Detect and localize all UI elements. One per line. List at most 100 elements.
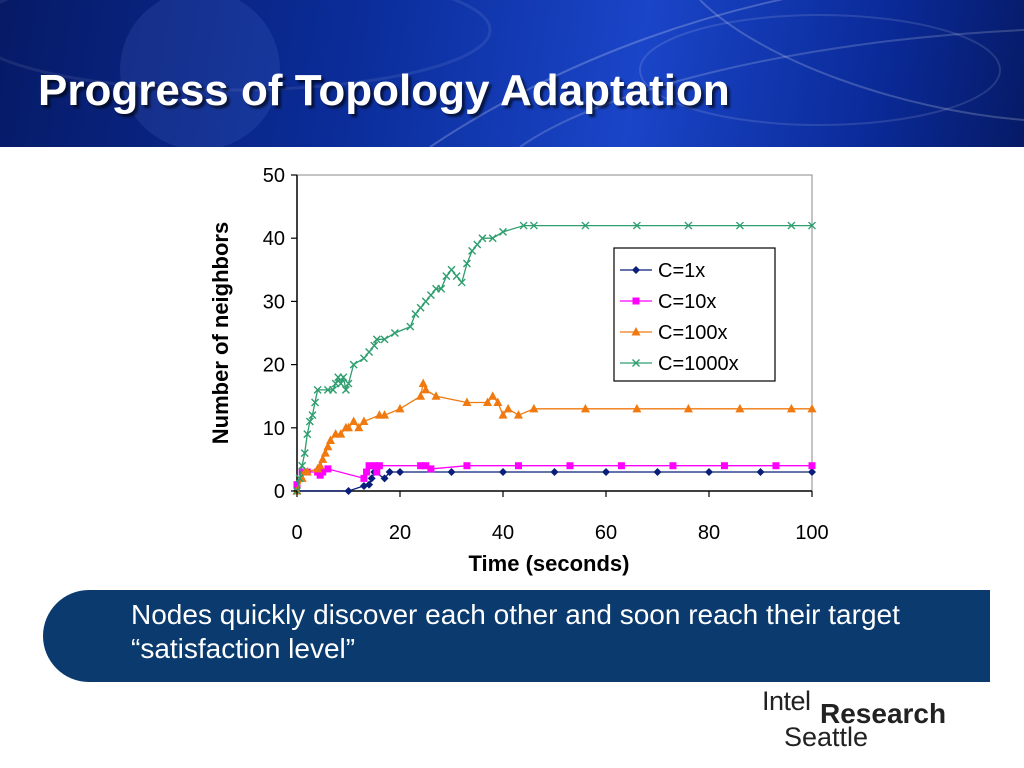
data-point — [390, 329, 399, 337]
data-point — [786, 403, 796, 413]
data-point — [417, 462, 425, 470]
data-point — [653, 468, 662, 477]
data-point — [550, 468, 559, 477]
callout-text: Nodes quickly discover each other and so… — [131, 599, 900, 664]
data-point — [422, 462, 430, 470]
logo-seattle: Seattle — [784, 722, 869, 752]
data-point — [380, 474, 389, 483]
data-point — [580, 403, 590, 413]
data-point — [617, 462, 625, 470]
data-point — [360, 474, 368, 482]
legend-label: C=1x — [658, 260, 705, 282]
data-point — [416, 303, 425, 312]
data-point — [431, 391, 441, 400]
data-point — [427, 465, 435, 473]
data-point — [426, 291, 435, 300]
data-point — [499, 468, 507, 477]
data-point — [372, 335, 381, 344]
series-layer — [292, 221, 817, 495]
data-point — [808, 468, 816, 477]
data-point — [396, 468, 404, 477]
data-point — [499, 227, 507, 236]
chart-legend: C=1x C=10x C=100x C=1000x — [613, 247, 776, 382]
data-point — [349, 360, 358, 369]
data-point — [581, 221, 590, 230]
x-tick-label: 80 — [698, 522, 720, 544]
data-point — [418, 378, 428, 388]
title-banner: Progress of Topology Adaptation — [0, 0, 1024, 147]
data-point — [452, 272, 461, 281]
data-point — [320, 448, 330, 457]
y-tick-label: 50 — [263, 165, 285, 187]
slide-title: Progress of Topology Adaptation — [38, 66, 730, 115]
data-point — [462, 397, 472, 407]
legend-label: C=10x — [658, 291, 716, 313]
data-point — [349, 416, 359, 425]
data-point — [416, 391, 426, 400]
y-tick-label: 20 — [263, 355, 285, 377]
data-point — [339, 373, 348, 382]
legend-entry: C=100x — [620, 322, 728, 344]
legend-entry: C=1000x — [620, 353, 739, 375]
data-point — [324, 465, 332, 473]
data-point — [787, 221, 796, 230]
data-point — [442, 272, 451, 281]
legend-label: C=100x — [658, 322, 728, 344]
data-point — [632, 266, 640, 274]
data-point — [447, 468, 456, 477]
data-point — [632, 221, 641, 230]
series-C=100x — [292, 378, 817, 495]
data-point — [488, 234, 497, 243]
banner-swirl-art — [0, 0, 1024, 147]
data-point — [329, 385, 338, 394]
data-point — [302, 467, 312, 476]
data-point — [295, 474, 304, 483]
data-point — [772, 462, 780, 470]
x-tick-label: 60 — [595, 522, 617, 544]
data-point — [311, 398, 320, 407]
y-tick-label: 0 — [274, 481, 285, 503]
data-point — [602, 468, 610, 477]
data-point — [683, 403, 693, 413]
data-point — [808, 221, 816, 230]
data-point — [632, 359, 640, 367]
data-point — [462, 259, 471, 268]
intel-research-logo: Intel Research Seattle — [760, 686, 1000, 756]
data-point — [632, 403, 642, 413]
data-point — [514, 462, 522, 470]
data-point — [380, 335, 389, 344]
logo-intel: Intel — [762, 686, 811, 716]
data-point — [411, 310, 420, 319]
data-point — [318, 454, 328, 463]
data-point — [367, 474, 376, 483]
data-point — [566, 462, 574, 470]
data-point — [669, 462, 677, 470]
data-point — [323, 441, 333, 451]
data-point — [503, 403, 513, 413]
data-point — [756, 468, 765, 477]
legend-label: C=1000x — [658, 353, 739, 375]
data-point — [363, 468, 371, 476]
data-point — [735, 221, 744, 230]
axis-ticks: 0 10 20 30 40 50 0 20 40 60 80 100 — [263, 165, 829, 544]
legend-entry: C=1x — [620, 260, 705, 282]
data-point — [808, 462, 816, 470]
data-point — [373, 468, 381, 476]
data-point — [529, 403, 539, 413]
data-point — [380, 410, 390, 419]
data-point — [341, 385, 350, 394]
y-axis-title: Number of neighbors — [208, 222, 233, 444]
data-point — [457, 278, 466, 287]
data-point — [344, 487, 353, 495]
data-point — [336, 429, 346, 438]
data-point — [365, 462, 373, 470]
data-point — [437, 284, 446, 293]
data-point — [305, 417, 314, 426]
data-point — [344, 422, 353, 432]
x-tick-label: 100 — [795, 522, 828, 544]
plot-area — [296, 174, 813, 492]
data-point — [513, 410, 523, 419]
data-point — [720, 462, 728, 470]
data-point — [498, 410, 508, 419]
